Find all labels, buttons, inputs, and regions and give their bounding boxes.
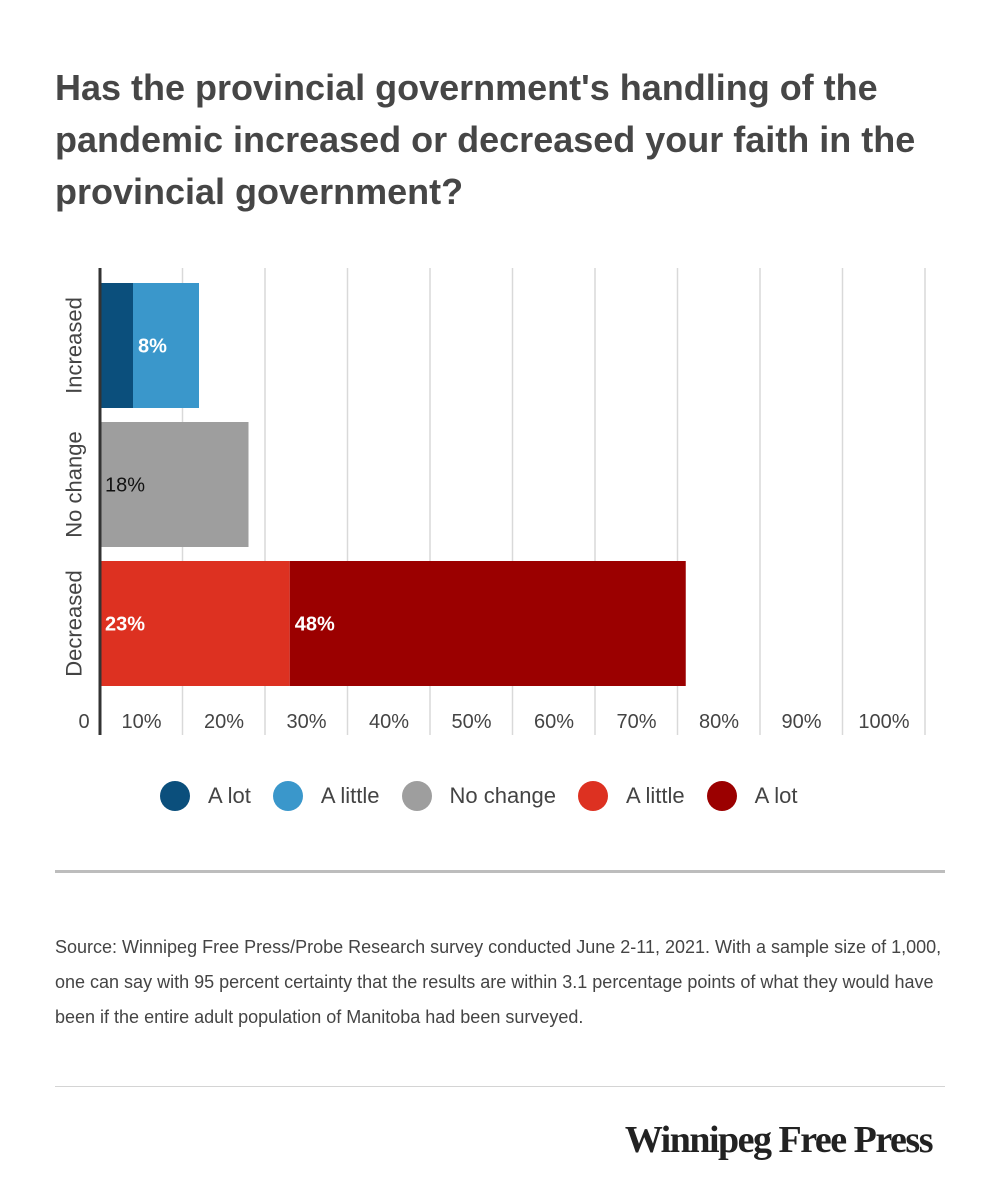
bar-segment [100, 422, 249, 547]
category-label: No change [62, 431, 87, 537]
chart-title: Has the provincial government's handling… [55, 67, 916, 212]
x-tick-label: 70% [616, 711, 656, 733]
divider-top [55, 870, 945, 873]
bar-chart: 0 10% 20% 30% 40% 50% 60% 70% 80% 90% 100% 8% 18% 23%… [62, 268, 926, 735]
x-tick-label: 100% [858, 711, 909, 733]
legend-item: No change [401, 781, 556, 811]
legend-label: No change [449, 783, 556, 808]
chart-legend: A lot A little No change A little A lot [160, 778, 819, 814]
x-tick-label: 90% [781, 711, 821, 733]
legend-swatch [706, 781, 737, 811]
legend-label: A little [320, 783, 380, 808]
bar-segment [289, 561, 686, 686]
x-tick-label: 80% [699, 711, 739, 733]
legend-item: A little [272, 781, 380, 811]
divider-bottom [55, 1086, 945, 1087]
category-label: Increased [62, 297, 87, 394]
data-label: 48% [295, 614, 335, 636]
bar-segment [133, 283, 199, 408]
legend-swatch [272, 781, 303, 811]
x-tick-label: 0 [78, 711, 89, 733]
legend-label: A lot [754, 783, 798, 808]
legend-swatch [401, 781, 432, 811]
x-tick-label: 60% [534, 711, 574, 733]
category-label: Decreased [62, 570, 87, 676]
legend-label: A lot [208, 783, 251, 808]
winnipeg-free-press-logo: Winnipeg Free Press [624, 1119, 934, 1161]
legend-item: A lot [160, 781, 251, 811]
x-tick-label: 40% [369, 711, 409, 733]
bar-segment [100, 561, 290, 686]
x-tick-label: 30% [286, 711, 326, 733]
data-label: 8% [138, 336, 167, 358]
x-tick-label: 10% [121, 711, 161, 733]
legend-item: A lot [706, 781, 798, 811]
x-tick-label: 20% [204, 711, 244, 733]
legend-swatch [160, 781, 190, 811]
data-label: 18% [105, 475, 145, 497]
bar-segment [100, 283, 133, 408]
x-tick-label: 50% [451, 711, 491, 733]
legend-swatch [577, 781, 608, 811]
legend-item: A little [577, 781, 685, 811]
data-label: 23% [105, 614, 145, 636]
source-note: Source: Winnipeg Free Press/Probe Resear… [55, 937, 942, 1027]
legend-label: A little [625, 783, 685, 808]
